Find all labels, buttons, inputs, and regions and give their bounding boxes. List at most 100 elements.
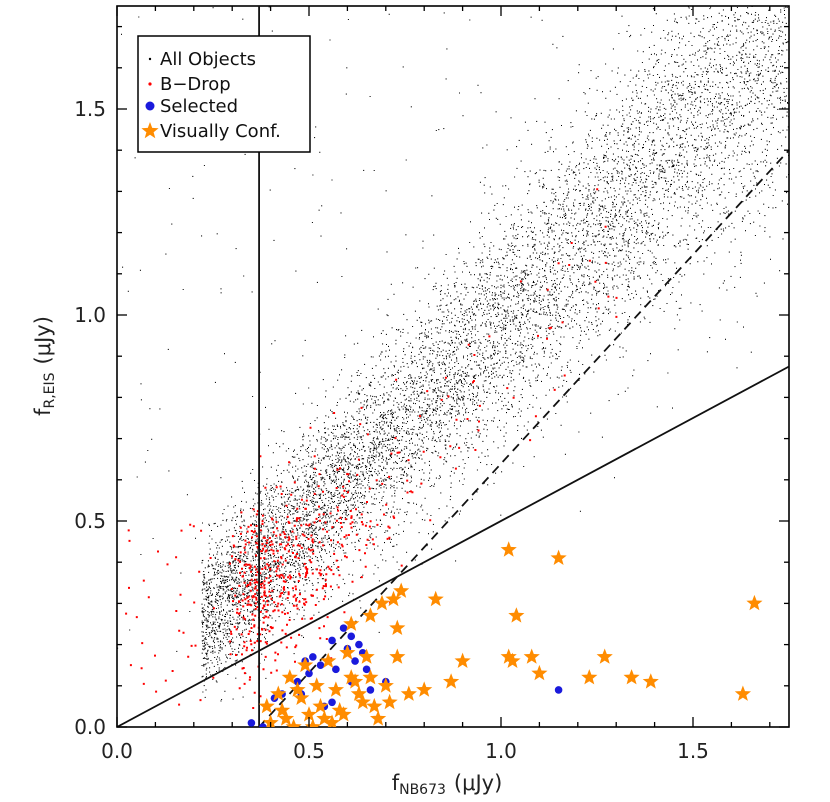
x-axis-label: fNB673 (μJy) — [392, 771, 503, 798]
legend-label-visually-conf: Visually Conf. — [160, 121, 281, 142]
visually-confirmed-star — [354, 693, 371, 710]
x-tick-label: 1.5 — [677, 739, 709, 763]
legend-box — [137, 35, 311, 153]
legend-label-b-drop: B−Drop — [160, 74, 231, 95]
visually-confirmed-star — [350, 685, 367, 701]
x-tick-label: 0.0 — [101, 739, 133, 763]
visually-confirmed-star — [393, 582, 410, 598]
ticks-layer — [116, 6, 789, 728]
line-dashed-cut — [258, 149, 789, 727]
visually-confirmed-star — [531, 664, 548, 681]
visually-confirmed-star — [400, 685, 417, 701]
selected-point — [332, 665, 340, 674]
visually-confirmed-star — [343, 669, 360, 685]
selected-point — [247, 719, 256, 727]
visually-confirmed-star — [370, 710, 387, 726]
legend-label-selected: Selected — [160, 96, 238, 117]
y-axis-label-main: f — [31, 408, 55, 416]
visually-confirmed-star — [281, 669, 298, 685]
visually-confirmed-star — [377, 677, 394, 693]
y-tick-label: 0.5 — [74, 509, 106, 533]
selected-point — [316, 661, 325, 669]
selected-point — [366, 686, 375, 694]
visually-confirmed-star — [331, 702, 348, 718]
visually-confirmed-star — [746, 594, 763, 611]
legend-item-all-objects: All Objects — [148, 49, 256, 70]
all-objects-points — [117, 6, 789, 702]
legend-star-shape — [141, 122, 159, 139]
visually-confirmed-star — [262, 714, 279, 727]
selected-point — [328, 636, 336, 645]
visually-confirmed-star — [373, 594, 390, 611]
visually-confirmed-star — [550, 549, 567, 565]
visually-confirmed-star — [277, 710, 294, 726]
visually-confirmed-star — [366, 697, 383, 714]
visually-confirmed-star — [293, 689, 310, 705]
legend-item-b-drop: B−Drop — [148, 74, 231, 95]
visually-confirmed-star — [623, 669, 640, 685]
legend-item-selected: Selected — [145, 96, 238, 117]
visually-confirmed-star — [385, 590, 402, 607]
line-solid-cut — [117, 365, 789, 727]
visually-confirmed-star — [734, 685, 751, 701]
selected-point — [351, 657, 359, 665]
visually-confirmed-star — [581, 669, 598, 685]
all-objects-layer — [117, 6, 789, 702]
selected-point — [309, 653, 317, 661]
visually-confirmed-star — [381, 693, 398, 710]
legend-item-visually-conf: Visually Conf. — [141, 121, 281, 142]
legend-blue-circle-icon — [145, 101, 155, 111]
visually-confirmed-star — [500, 648, 517, 664]
x-tick-labels: 0.0 0.5 1.0 1.5 — [101, 739, 709, 763]
visually-confirmed-star — [642, 673, 659, 689]
visually-confirmed-star — [289, 681, 306, 697]
b-drop-points — [125, 188, 618, 709]
visually-confirmed-star — [427, 590, 444, 607]
legend-label-all-objects: All Objects — [160, 49, 256, 70]
x-tick-label: 0.5 — [293, 739, 325, 763]
visually-confirmed-star — [274, 702, 291, 718]
selected-point — [362, 665, 371, 674]
x-axis-label-sub: NB673 — [399, 782, 446, 798]
visually-confirmed-star — [339, 644, 356, 660]
visually-confirmed-star — [316, 710, 333, 726]
visually-confirmed-star — [362, 669, 379, 685]
y-axis-label-sub: R,EIS — [42, 372, 58, 408]
visually-confirmed-star — [504, 652, 521, 668]
visually-confirmed-layer — [258, 541, 763, 727]
visually-confirmed-star — [500, 541, 517, 557]
legend-dot-icon — [148, 57, 152, 61]
visually-confirmed-star — [308, 677, 325, 693]
visually-confirmed-star — [320, 652, 337, 668]
b-drop-layer — [125, 188, 618, 709]
visually-confirmed-star — [454, 652, 471, 668]
selected-point — [347, 632, 356, 641]
legend-red-dot-icon — [148, 82, 152, 86]
y-tick-label: 1.0 — [74, 303, 106, 327]
y-tick-label: 1.5 — [74, 97, 106, 121]
visually-confirmed-star — [258, 697, 275, 714]
x-tick-label: 1.0 — [485, 739, 517, 763]
selected-point — [339, 624, 348, 632]
selected-point — [355, 640, 363, 649]
legend-star-icon — [141, 122, 159, 139]
selected-point — [328, 698, 336, 707]
visually-confirmed-star — [389, 619, 406, 635]
visually-confirmed-star — [362, 607, 379, 623]
y-axis-label-unit: (μJy) — [31, 316, 55, 364]
visually-confirmed-star — [297, 656, 314, 673]
y-axis-label: fR,EIS (μJy) — [31, 316, 58, 416]
legend: All Objects B−Drop Selected Visually Con… — [137, 35, 311, 153]
y-tick-label: 0.0 — [74, 715, 106, 739]
visually-confirmed-star — [523, 648, 540, 664]
visually-confirmed-star — [327, 681, 344, 697]
selected-point — [259, 723, 267, 727]
visually-confirmed-star — [270, 685, 287, 701]
x-axis-label-main: f — [392, 771, 400, 795]
visually-confirmed-star — [358, 648, 375, 664]
visually-confirmed-star — [312, 697, 329, 714]
selected-point — [305, 669, 313, 678]
visually-confirmed-star — [389, 648, 406, 664]
visually-confirmed-star — [443, 673, 460, 689]
visually-confirmed-star — [300, 706, 318, 722]
